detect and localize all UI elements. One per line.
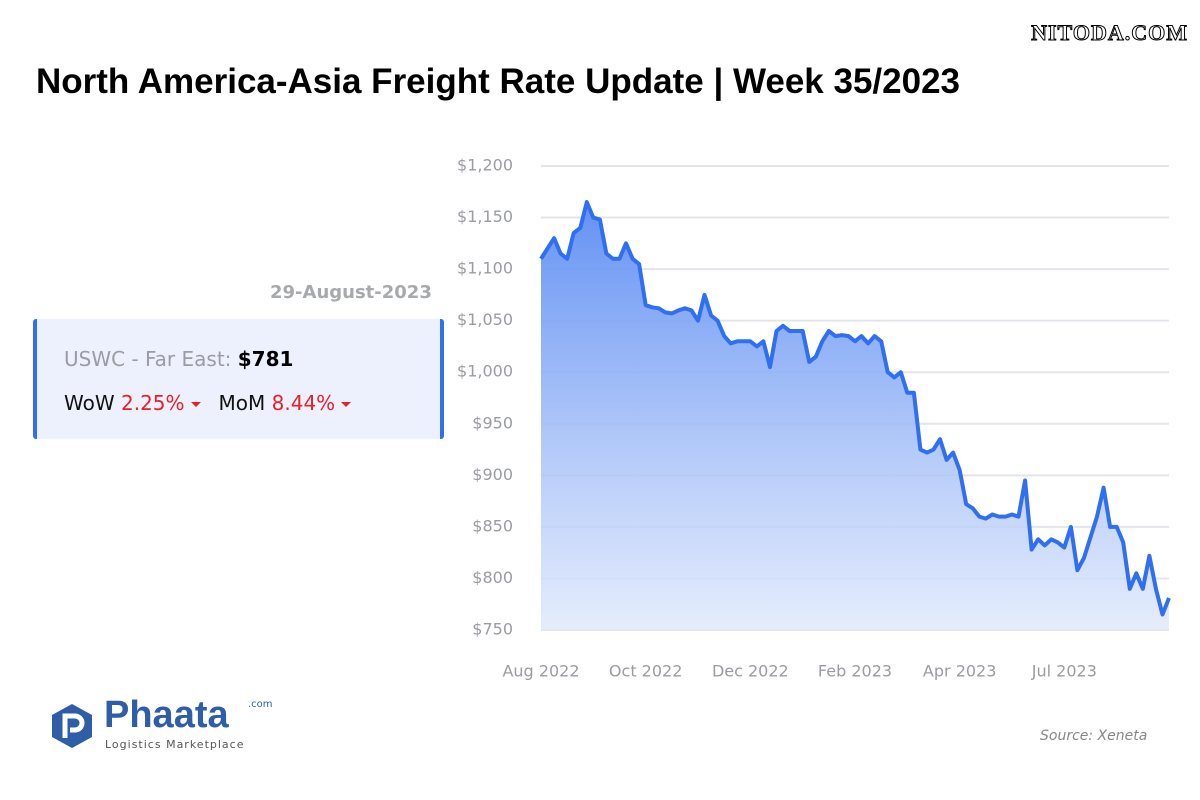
wow-label: WoW bbox=[64, 391, 115, 415]
y-tick-label: $750 bbox=[472, 620, 513, 639]
logo-suffix: .com bbox=[248, 699, 273, 710]
logo: Phaata .com Logistics Marketplace bbox=[48, 694, 273, 754]
wow: 2.25% bbox=[120, 391, 185, 415]
y-tick-label: $1,100 bbox=[457, 259, 513, 278]
route-line: USWC - Far East: $781 bbox=[64, 347, 293, 371]
chart-title: North America-Asia Freight Rate Update |… bbox=[36, 62, 960, 101]
logo-icon bbox=[52, 704, 92, 748]
y-tick-label: $850 bbox=[472, 516, 513, 535]
mom-label: MoM bbox=[218, 391, 266, 415]
watermark: NITODA.COM bbox=[1031, 20, 1188, 46]
y-tick-label: $1,050 bbox=[457, 310, 513, 329]
y-tick-label: $800 bbox=[472, 568, 513, 587]
x-tick-label: Apr 2023 bbox=[923, 662, 996, 681]
rate-card: USWC - Far East: $781 WoW 2.25% MoM 8.44% bbox=[33, 319, 444, 439]
x-tick-label: Dec 2022 bbox=[712, 662, 789, 681]
down-caret bbox=[190, 402, 201, 407]
date: 29-August-2023 bbox=[270, 282, 432, 303]
y-tick-label: $1,200 bbox=[457, 156, 513, 175]
x-tick-label: Jul 2023 bbox=[1031, 662, 1097, 681]
y-tick-label: $1,150 bbox=[457, 207, 513, 226]
down-caret bbox=[341, 402, 352, 407]
area-fill bbox=[541, 202, 1169, 630]
route: USWC - Far East: bbox=[64, 347, 232, 371]
mom: 8.44% bbox=[271, 391, 336, 415]
logo-tagline: Logistics Marketplace bbox=[105, 738, 245, 751]
x-tick-label: Feb 2023 bbox=[818, 662, 892, 681]
x-tick-label: Oct 2022 bbox=[609, 662, 682, 681]
y-tick-label: $950 bbox=[472, 413, 513, 432]
line bbox=[539, 200, 1171, 617]
y-tick-label: $1,000 bbox=[457, 362, 513, 381]
price: $781 bbox=[237, 347, 294, 371]
change-line: WoW 2.25% MoM 8.44% bbox=[64, 391, 369, 415]
source: Source: Xeneta bbox=[1040, 728, 1148, 744]
y-tick-label: $900 bbox=[472, 465, 513, 484]
x-tick-label: Aug 2022 bbox=[502, 662, 579, 681]
logo-name: Phaata bbox=[104, 694, 229, 736]
